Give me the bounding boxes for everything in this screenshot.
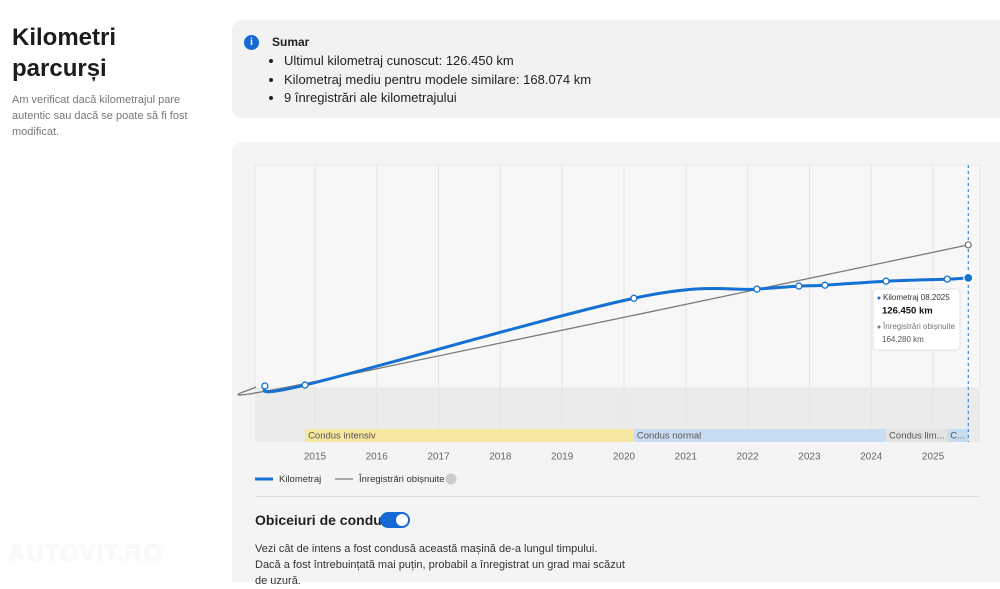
x-tick-label: 2017 bbox=[427, 452, 450, 463]
legend: Kilometraj Înregistrări obișnuite bbox=[255, 472, 475, 491]
page: {"title": "Kilometri parcurși", "descrip… bbox=[0, 0, 1000, 574]
period-label: Condus normal bbox=[637, 431, 701, 442]
period-label: Condus intensiv bbox=[308, 431, 376, 442]
tooltip-title: Înregistrări obișnuite bbox=[882, 322, 956, 331]
x-tick-label: 2024 bbox=[860, 452, 883, 463]
x-tick-label: 2020 bbox=[613, 452, 636, 463]
x-tick-label: 2021 bbox=[675, 452, 698, 463]
tooltip-title: Kilometraj 08.2025 bbox=[883, 293, 950, 302]
summary-item: Ultimul kilometraj cunoscut: 126.450 km bbox=[284, 52, 591, 71]
description: Am verificat dacă kilometrajul pare aute… bbox=[12, 94, 188, 138]
help-icon bbox=[445, 473, 457, 485]
data-point bbox=[261, 382, 269, 390]
x-tick-label: 2018 bbox=[489, 452, 512, 463]
legend-graphic: Kilometraj Înregistrări obișnuite bbox=[255, 473, 457, 485]
x-tick-label: 2023 bbox=[798, 452, 821, 463]
summary-item: Kilometraj mediu pentru modele similare:… bbox=[284, 71, 591, 90]
data-point bbox=[301, 381, 309, 389]
divider bbox=[255, 496, 980, 497]
data-point bbox=[630, 294, 638, 302]
tooltip-dot bbox=[877, 325, 881, 329]
tooltip-dot bbox=[877, 296, 881, 300]
x-tick-label: 2015 bbox=[304, 452, 327, 463]
data-point bbox=[943, 275, 951, 283]
x-tick-label: 2016 bbox=[366, 452, 389, 463]
chart: 2015 2016 2017 2018 2019 2020 2021 2022 2023 2024… bbox=[237, 164, 981, 463]
period-label: C... bbox=[950, 431, 965, 442]
data-point bbox=[963, 272, 974, 284]
watermark: AUTOVIT.RO bbox=[8, 540, 163, 567]
tooltip bbox=[872, 288, 961, 351]
period-bar bbox=[947, 429, 969, 442]
data-point bbox=[795, 282, 803, 290]
section-title: Obiceiuri de condus bbox=[255, 512, 390, 528]
section-text: Vezi cât de intens a fost condusă aceast… bbox=[255, 543, 625, 587]
period-label: Condus lim... bbox=[889, 431, 944, 442]
data-point bbox=[821, 281, 829, 289]
x-tick-label: 2019 bbox=[551, 452, 574, 463]
summary-list: Ultimul kilometraj cunoscut: 126.450 km … bbox=[268, 52, 591, 108]
summary-box bbox=[232, 20, 1000, 118]
info-icon: i bbox=[244, 35, 259, 50]
summary-heading: Sumar bbox=[272, 35, 310, 49]
period-bar bbox=[305, 429, 634, 442]
tooltip-value: 164.280 km bbox=[882, 335, 924, 344]
data-point bbox=[753, 285, 761, 293]
series-line bbox=[237, 244, 969, 396]
x-tick-label: 2025 bbox=[922, 452, 945, 463]
x-tick-label: 2022 bbox=[736, 452, 759, 463]
period-bar bbox=[633, 429, 887, 442]
page-title: Kilometri parcurși bbox=[12, 24, 117, 82]
tooltip-value: 126.450 km bbox=[882, 306, 933, 317]
legend-label: Kilometraj bbox=[279, 474, 321, 485]
data-point bbox=[882, 277, 890, 285]
data-point bbox=[964, 241, 972, 249]
plot-area bbox=[254, 164, 981, 389]
summary-item: 9 înregistrări ale kilometrajului bbox=[284, 89, 591, 108]
toggle-knob bbox=[396, 514, 408, 526]
legend-label: Înregistrări obișnuite bbox=[358, 474, 445, 485]
period-bar bbox=[886, 429, 948, 442]
toggle[interactable] bbox=[380, 512, 410, 528]
